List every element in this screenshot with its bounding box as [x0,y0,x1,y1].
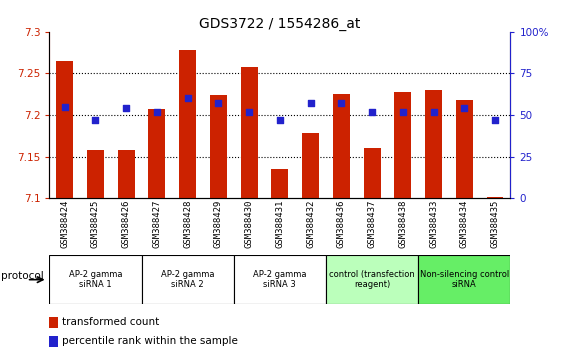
Bar [241,67,258,198]
Bar [271,169,288,198]
Point [429,109,438,115]
Bar [56,61,73,198]
Text: GSM388431: GSM388431 [276,199,284,248]
Text: protocol: protocol [1,271,44,281]
Text: GSM388433: GSM388433 [429,199,438,248]
Text: GSM388425: GSM388425 [91,199,100,248]
Bar [425,90,442,198]
Point [367,109,376,115]
Bar [487,196,503,198]
Point [152,109,161,115]
Point [398,109,407,115]
Bar [87,150,104,198]
Bar [118,150,135,198]
Text: GSM388424: GSM388424 [60,199,69,248]
Text: transformed count: transformed count [61,318,159,327]
Point [244,109,253,115]
Bar [418,255,510,304]
Text: GSM388438: GSM388438 [398,199,407,248]
Text: GSM388430: GSM388430 [245,199,253,248]
Bar [49,255,142,304]
Point [459,105,469,111]
Bar [394,92,411,198]
Point [336,101,346,106]
Bar [302,133,319,198]
Text: GSM388432: GSM388432 [306,199,315,248]
Text: control (transfection
reagent): control (transfection reagent) [329,270,415,289]
Text: percentile rank within the sample: percentile rank within the sample [61,336,237,346]
Point [275,117,284,123]
Text: GSM388428: GSM388428 [183,199,192,248]
Text: AP-2 gamma
siRNA 3: AP-2 gamma siRNA 3 [253,270,307,289]
Text: AP-2 gamma
siRNA 1: AP-2 gamma siRNA 1 [68,270,122,289]
Title: GDS3722 / 1554286_at: GDS3722 / 1554286_at [199,17,361,31]
Bar [148,109,165,198]
Point [121,105,130,111]
Text: GSM388437: GSM388437 [368,199,376,248]
Bar [49,317,59,328]
Text: AP-2 gamma
siRNA 2: AP-2 gamma siRNA 2 [161,270,215,289]
Bar [142,255,234,304]
Point [213,101,223,106]
Text: GSM388434: GSM388434 [460,199,469,248]
Point [60,104,70,110]
Point [183,96,192,101]
Bar [364,148,380,198]
Point [306,101,315,106]
Text: GSM388429: GSM388429 [214,199,223,248]
Text: GSM388436: GSM388436 [337,199,346,248]
Bar [333,94,350,198]
Bar [326,255,418,304]
Bar [456,100,473,198]
Bar [234,255,326,304]
Point [90,117,100,123]
Text: GSM388435: GSM388435 [491,199,499,248]
Text: GSM388426: GSM388426 [122,199,130,248]
Bar [179,50,196,198]
Bar [49,336,59,347]
Text: GSM388427: GSM388427 [153,199,161,248]
Text: Non-silencing control
siRNA: Non-silencing control siRNA [420,270,509,289]
Bar [210,95,227,198]
Point [490,117,499,123]
